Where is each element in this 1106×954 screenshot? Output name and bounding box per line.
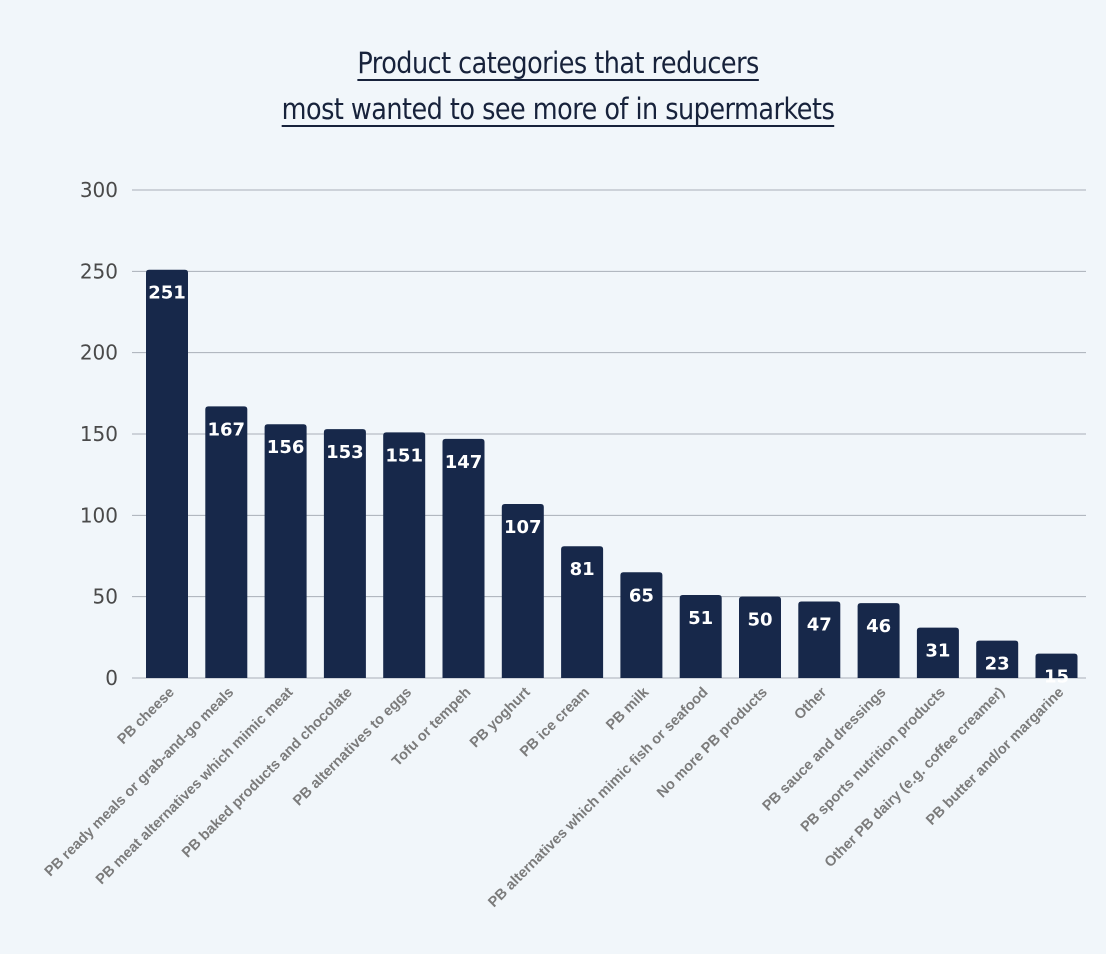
bar [798, 601, 841, 678]
x-category-label: Other [791, 684, 830, 723]
chart-title-line-1: Product categories that reducers [357, 46, 759, 80]
bar-value-label: 31 [925, 641, 950, 662]
bar-value-label: 81 [570, 559, 595, 580]
bar-value-label: 47 [807, 615, 832, 636]
chart-title-line-2: most wanted to see more of in supermarke… [281, 92, 835, 126]
bar [679, 595, 722, 678]
bar [561, 546, 604, 678]
y-axis-tick-labels: 0 50 100 150 200 250 300 [80, 178, 118, 690]
bar [264, 424, 307, 678]
bar-value-label: 23 [985, 654, 1010, 675]
chart-title: Product categories that reducers most wa… [0, 40, 1106, 132]
bar-value-label: 167 [208, 419, 246, 440]
y-tick-label: 300 [80, 178, 118, 202]
x-category-label: PB cheese [115, 685, 178, 748]
bar [205, 406, 248, 678]
bar [501, 503, 544, 678]
bar [146, 269, 188, 678]
x-category-label: PB alternatives to eggs [290, 685, 415, 810]
bar-value-label: 147 [445, 452, 483, 473]
x-category-label: PB alternatives which mimic fish or seaf… [485, 685, 711, 911]
bar-value-label: 151 [385, 445, 423, 466]
bar [916, 627, 959, 678]
x-category-label: No more PB products [654, 685, 771, 802]
bar-value-label: 15 [1044, 667, 1069, 688]
bar-value-label: 65 [629, 585, 654, 606]
bar [620, 572, 663, 678]
bar-value-label: 251 [148, 283, 186, 304]
y-tick-label: 0 [105, 666, 118, 690]
y-tick-label: 200 [80, 341, 118, 365]
bar-value-label: 46 [866, 616, 891, 637]
x-category-label: PB sauce and dressings [760, 685, 890, 815]
bar-value-label: 51 [688, 608, 713, 629]
y-tick-label: 250 [80, 259, 118, 283]
bar [739, 596, 781, 678]
bar [442, 438, 485, 678]
bar-value-label: 107 [504, 517, 542, 538]
bar [1035, 653, 1078, 678]
bar [857, 603, 900, 678]
x-category-label: PB milk [603, 684, 653, 734]
y-tick-label: 150 [80, 422, 118, 446]
bar [323, 429, 366, 678]
bar [383, 432, 426, 678]
y-tick-label: 50 [93, 585, 118, 609]
bar-value-label: 50 [747, 610, 772, 631]
bar [976, 640, 1019, 678]
bar-value-label: 153 [326, 442, 364, 463]
bars: 251 167 156 153 151 147 107 81 65 51 50 47 46 31 23 15 [146, 269, 1078, 688]
y-tick-label: 100 [80, 503, 118, 527]
bar-value-label: 156 [267, 437, 305, 458]
